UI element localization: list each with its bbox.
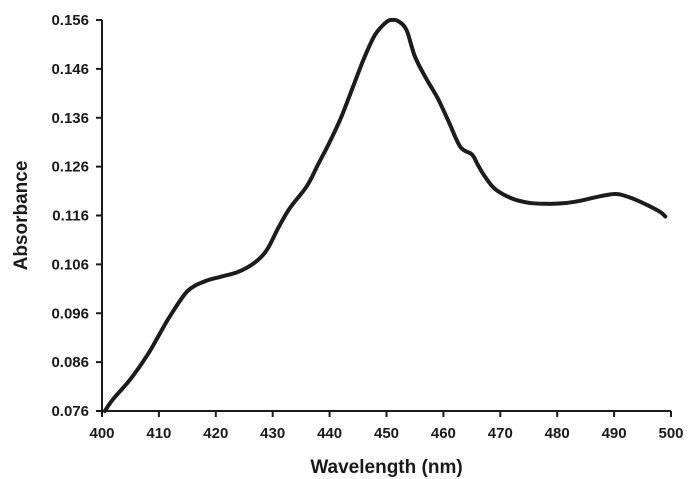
x-tick-label: 440: [317, 425, 342, 442]
y-tick-label: 0.076: [51, 403, 89, 420]
y-axis-title: Absorbance: [11, 161, 32, 271]
x-tick-label: 400: [89, 425, 114, 442]
x-axis-title: Wavelength (nm): [310, 457, 462, 478]
absorbance-series-line: [102, 17, 668, 413]
x-tick-label: 500: [658, 425, 683, 442]
y-tick-label: 0.116: [52, 208, 89, 225]
x-tick-label: 420: [203, 425, 228, 442]
x-tick-label: 480: [545, 425, 570, 442]
x-axis-ticks: 400 410 420 430 440 450 460 470 480 490 500: [89, 411, 684, 442]
axes: [101, 20, 671, 412]
y-tick-label: 0.126: [51, 159, 89, 176]
x-tick-label: 490: [602, 425, 627, 442]
x-tick-label: 470: [488, 425, 513, 442]
x-tick-label: 450: [374, 425, 399, 442]
y-tick-label: 0.096: [51, 305, 89, 322]
y-axis-ticks: 0.076 0.086 0.096 0.106 0.116 0.126 0.136 0.146…: [51, 12, 102, 420]
x-tick-label: 460: [431, 425, 456, 442]
y-tick-label: 0.136: [51, 110, 89, 127]
y-tick-label: 0.086: [51, 354, 89, 371]
x-tick-label: 410: [146, 425, 171, 442]
plot-area: [102, 17, 668, 413]
y-tick-label: 0.106: [51, 256, 89, 273]
x-tick-label: 430: [260, 425, 285, 442]
y-tick-label: 0.146: [51, 61, 89, 78]
y-tick-label: 0.156: [51, 12, 89, 29]
